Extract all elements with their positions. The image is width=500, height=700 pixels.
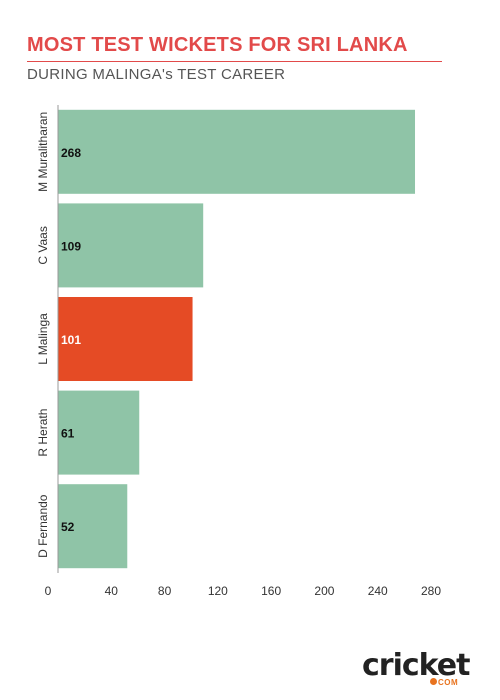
x-tick-label: 280 — [421, 584, 441, 598]
logo-suffix: COM — [438, 678, 459, 687]
chart-subtitle: DURING MALINGA's TEST CAREER — [27, 66, 286, 83]
bar-r-herath — [58, 390, 140, 475]
category-label: R Herath — [36, 409, 50, 457]
x-tick-label: 0 — [45, 584, 52, 598]
bar-d-fernando — [58, 484, 128, 569]
x-tick-label: 200 — [314, 584, 334, 598]
chart-title: MOST TEST WICKETS FOR SRI LANKA — [27, 34, 408, 56]
cricket-logo: cricket — [362, 648, 470, 683]
data-label: 268 — [61, 146, 81, 160]
x-tick-label: 80 — [158, 584, 172, 598]
category-label: M Muralitharan — [36, 112, 50, 192]
data-label: 52 — [61, 520, 75, 534]
x-tick-label: 40 — [105, 584, 119, 598]
x-tick-label: 240 — [368, 584, 388, 598]
data-label: 101 — [61, 333, 81, 347]
data-label: 109 — [61, 239, 81, 253]
data-label: 61 — [61, 427, 75, 441]
category-label: D Fernando — [36, 494, 50, 558]
title-underline — [27, 61, 442, 62]
bar-c-vaas — [58, 203, 204, 288]
bar-chart: 268 M Muralitharan 109 C Vaas 101 L Malinga 61… — [36, 105, 441, 598]
logo-dot-icon — [430, 678, 437, 685]
bar-l-malinga — [58, 297, 193, 381]
x-tick-label: 120 — [208, 584, 228, 598]
bar-m-muralitharan — [58, 109, 416, 194]
category-label: L Malinga — [36, 313, 50, 365]
category-label: C Vaas — [36, 226, 50, 264]
x-tick-label: 160 — [261, 584, 281, 598]
